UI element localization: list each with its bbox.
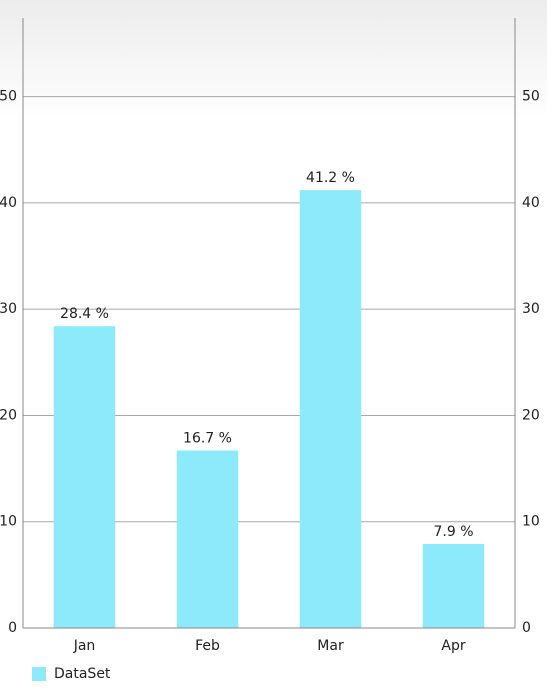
y2-tick-label: 40 bbox=[522, 195, 540, 211]
bar bbox=[299, 190, 362, 628]
legend-label: DataSet bbox=[54, 666, 111, 682]
y-tick-label: 0 bbox=[8, 620, 17, 636]
x-tick-label: Feb bbox=[195, 638, 220, 654]
y-tick-label: 50 bbox=[0, 89, 17, 105]
y2-tick-label: 0 bbox=[522, 620, 531, 636]
y2-tick-label: 30 bbox=[522, 301, 540, 317]
y2-tick-label: 10 bbox=[522, 514, 540, 530]
y-tick-label: 30 bbox=[0, 301, 17, 317]
bar bbox=[422, 544, 485, 628]
legend-swatch bbox=[32, 667, 46, 681]
x-tick-label: Mar bbox=[317, 638, 344, 654]
y-tick-label: 40 bbox=[0, 195, 17, 211]
value-label: 16.7 % bbox=[183, 431, 232, 447]
top-shadow bbox=[0, 0, 547, 120]
y2-tick-label: 50 bbox=[522, 89, 540, 105]
x-tick-label: Apr bbox=[441, 638, 465, 654]
bar bbox=[53, 326, 116, 628]
y-tick-label: 20 bbox=[0, 407, 17, 423]
value-label: 28.4 % bbox=[60, 306, 109, 322]
y-tick-label: 10 bbox=[0, 514, 17, 530]
value-label: 7.9 % bbox=[433, 524, 473, 540]
bar bbox=[176, 450, 239, 628]
value-label: 41.2 % bbox=[306, 170, 355, 186]
y2-tick-label: 20 bbox=[522, 407, 540, 423]
x-tick-label: Jan bbox=[73, 638, 96, 654]
